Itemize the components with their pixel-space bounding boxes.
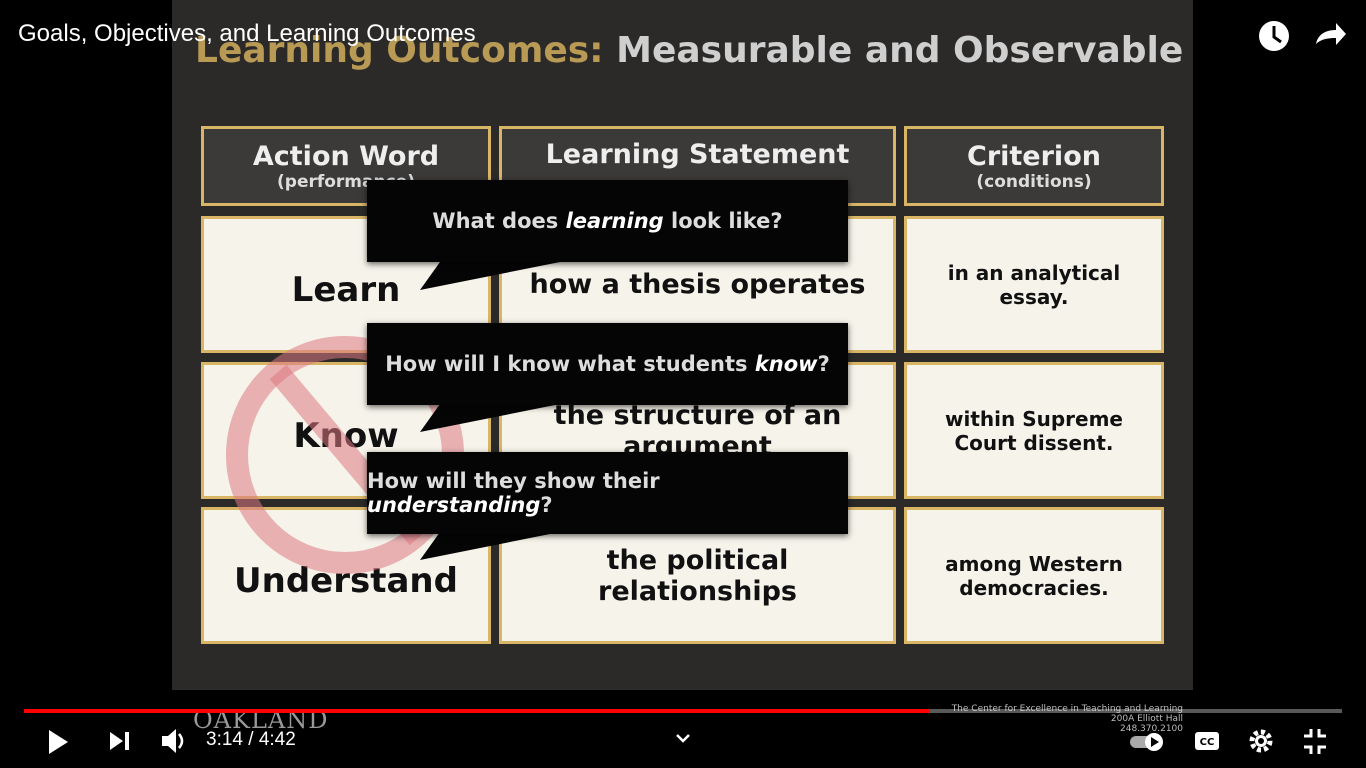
cell-text: in an analytical essay. [947,260,1121,309]
header-title: Criterion [967,140,1101,172]
controls: CC [49,729,1326,754]
table-cell: within Supreme Court dissent. [904,362,1164,499]
cell-text: the political relationships [598,544,797,607]
cell-text: among Western democracies. [945,551,1123,600]
share-button[interactable] [1316,23,1346,45]
header-subtitle: (conditions) [976,171,1092,192]
svg-text:CC: CC [1200,737,1215,748]
bubble-text-after: look like? [663,209,783,233]
progress-played [24,709,930,713]
bubble-tail [420,404,560,432]
bubble-emphasis: know [754,352,818,376]
speech-bubble: What does learning look like? [367,180,848,262]
video-title[interactable]: Goals, Objectives, and Learning Outcomes [18,20,476,47]
bubble-text: How will I know what students know? [385,352,830,376]
footer-line: 248.370.2100 [1120,724,1183,734]
exit-fullscreen-button[interactable] [1304,729,1326,754]
watch-later-button[interactable] [1259,21,1289,51]
footer-line: 200A Elliott Hall [1110,714,1183,724]
bubble-emphasis: understanding [367,493,541,517]
bubble-emphasis: learning [565,209,664,233]
time-display: 3:14 / 4:42 [206,729,296,750]
header-title: Learning Statement [545,139,850,170]
bubble-tail [420,262,560,290]
cell-text: how a thesis operates [529,269,866,300]
table-cell: in an analytical essay. [904,216,1164,353]
bubble-text-before: What does [432,209,566,233]
bubble-text: How will they show their understanding? [367,469,848,517]
next-button[interactable] [110,732,129,750]
settings-button[interactable] [1249,729,1273,753]
bubble-text-after: ? [817,352,830,376]
volume-button[interactable] [162,729,184,753]
bubble-tail [420,532,560,560]
footer-address: The Center for Excellence in Teaching an… [900,704,1183,734]
table-cell: among Western democracies. [904,507,1164,644]
bubble-text-before: How will they show their [367,469,660,493]
top-actions [1259,21,1346,51]
footer-line: The Center for Excellence in Teaching an… [951,704,1183,714]
chevron-button[interactable] [676,734,690,743]
cell-text: within Supreme Court dissent. [945,406,1123,455]
header-title: Action Word [252,140,440,172]
slide-title: Learning Outcomes: Measurable and Observ… [195,30,1183,71]
bubble-text: What does learning look like? [432,209,782,233]
bubble-text-after: ? [540,493,553,517]
title-lead: Learning Outcomes: [195,30,604,71]
speech-bubble: How will I know what students know? [367,323,848,405]
table-cell: Understand [201,507,491,644]
header-cell: Criterion (conditions) [904,126,1164,206]
captions-button[interactable]: CC [1195,732,1219,750]
play-button[interactable] [49,730,68,754]
title-rest: Measurable and Observable [616,30,1184,71]
autoplay-toggle[interactable] [1130,733,1163,751]
cell-text: Learn [291,270,401,310]
speech-bubble: How will they show their understanding? [367,452,848,534]
bubble-text-before: How will I know what students [385,352,755,376]
